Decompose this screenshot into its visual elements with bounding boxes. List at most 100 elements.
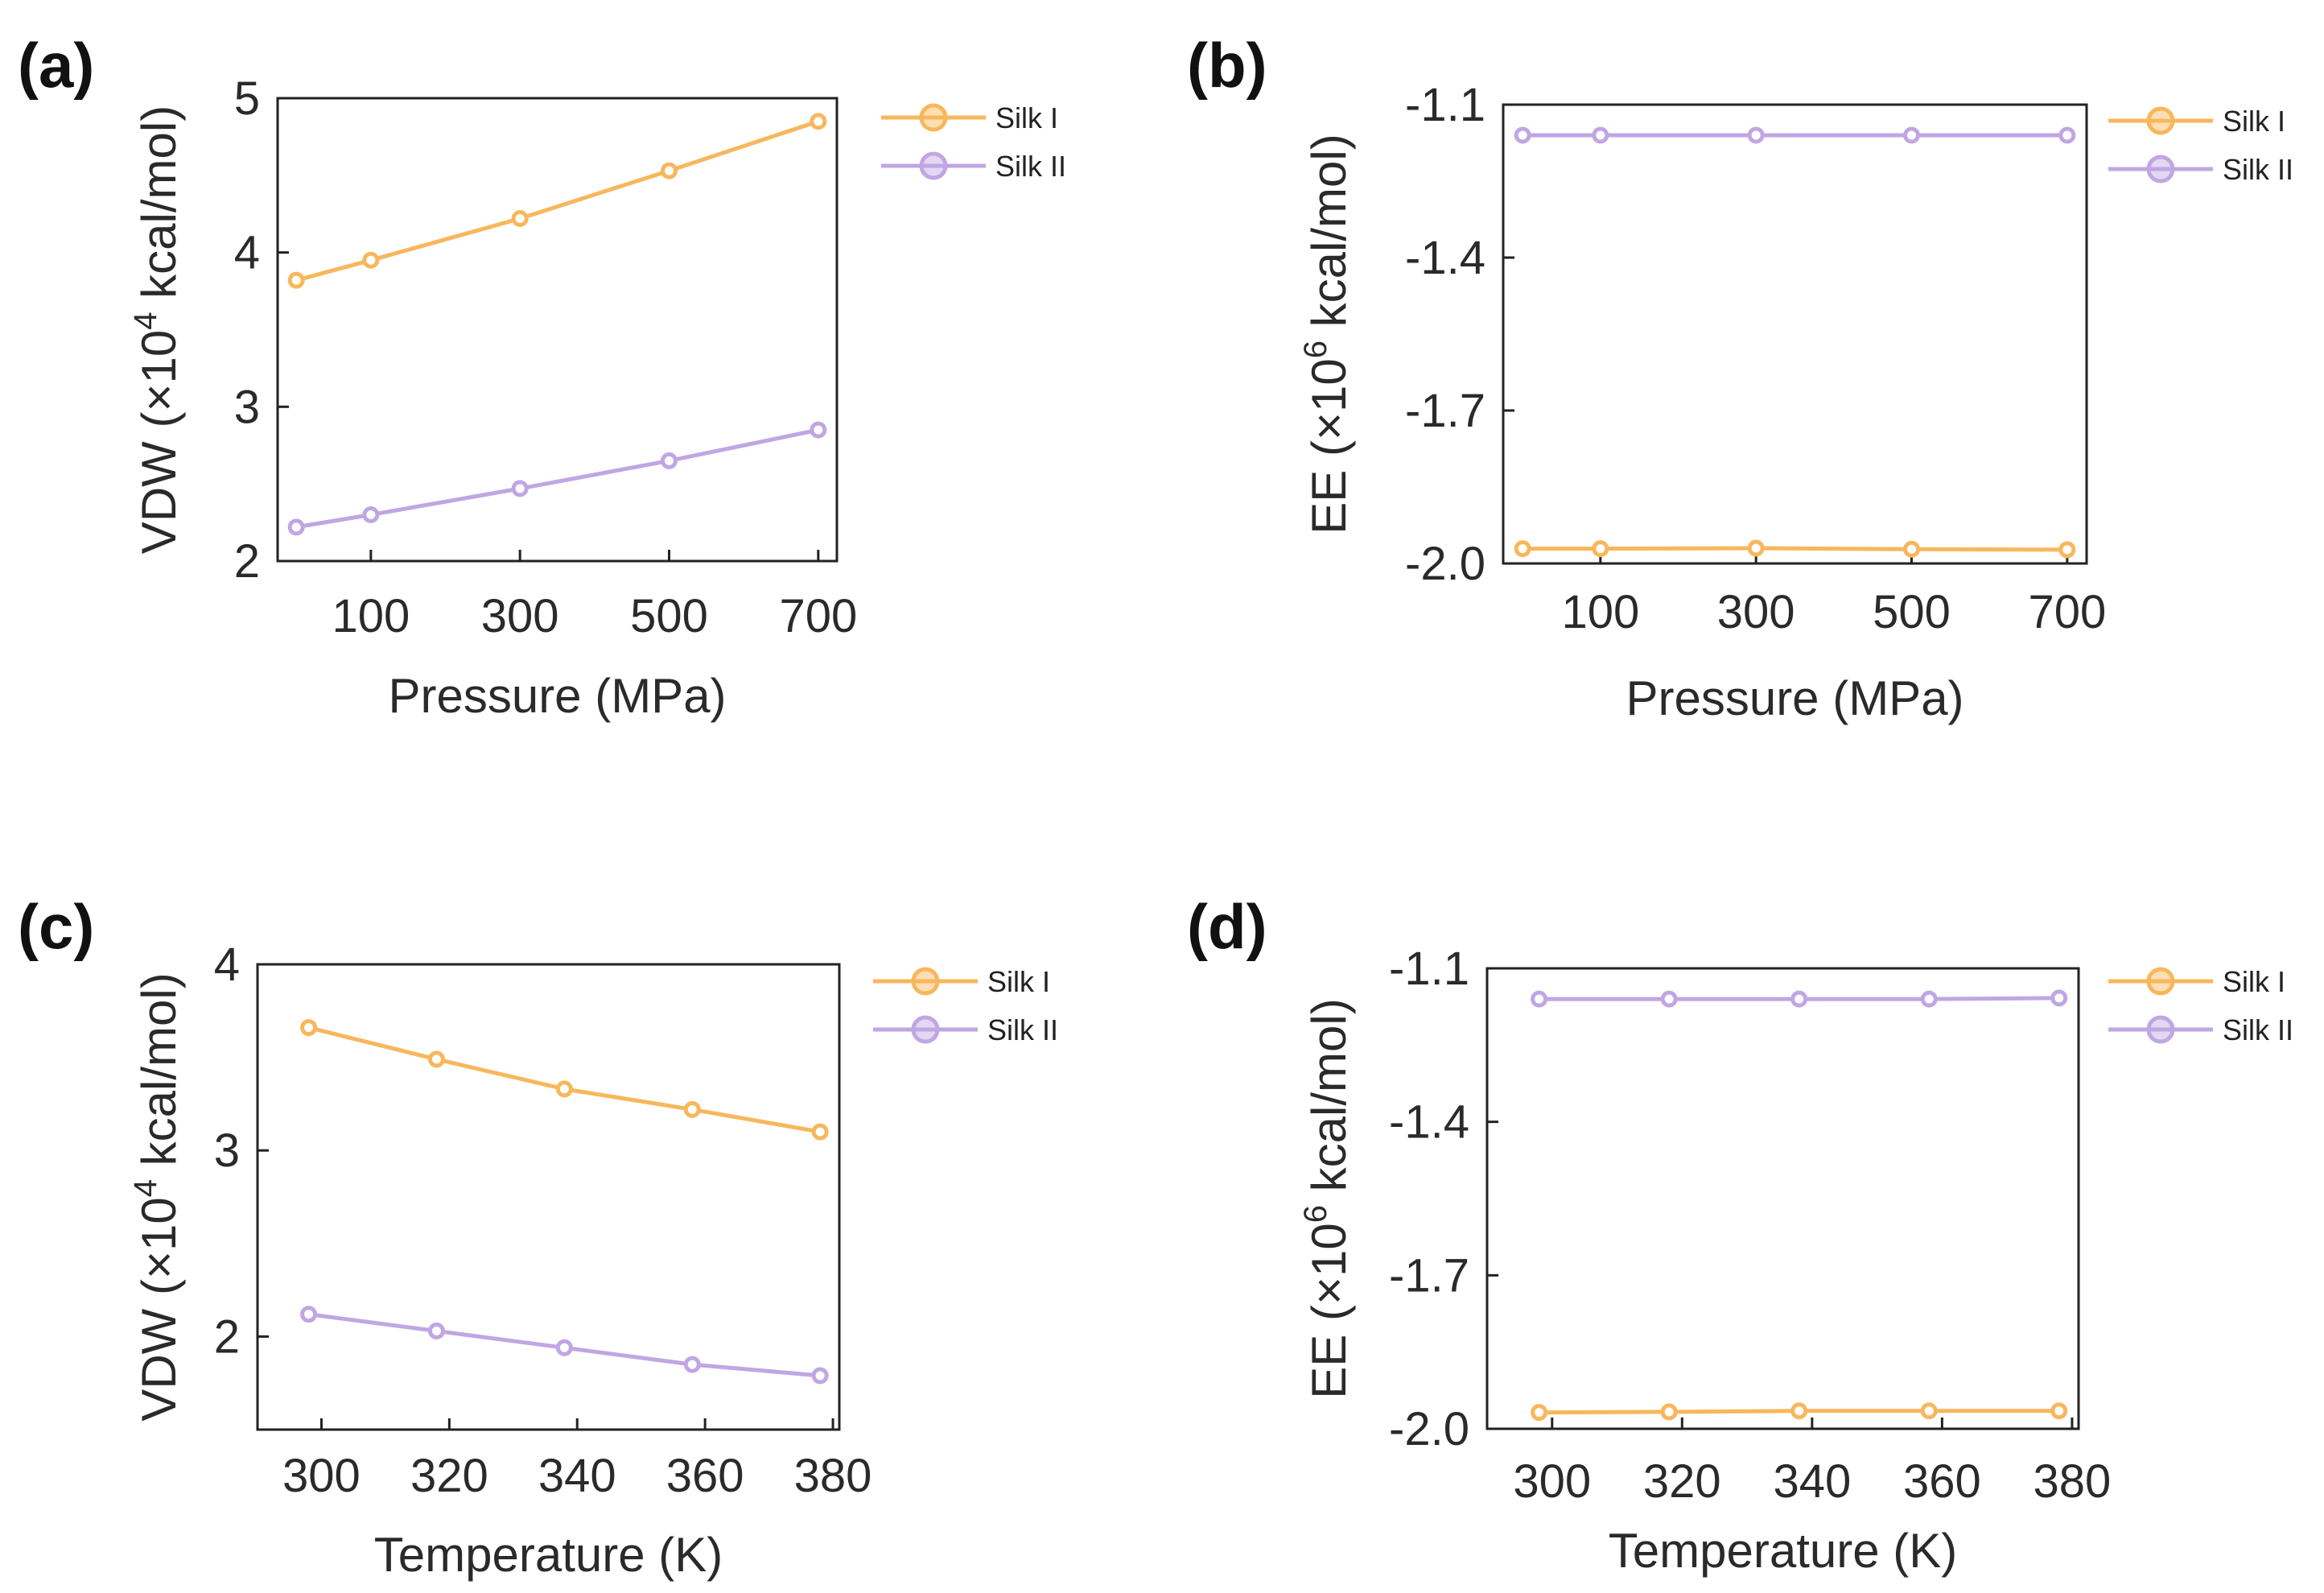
data-point: [287, 271, 305, 289]
data-point: [2050, 989, 2068, 1007]
x-tick-label: 300: [1513, 1455, 1591, 1508]
data-point: [1514, 540, 1531, 558]
y-tick-label: 4: [234, 227, 260, 279]
data-point: [1790, 990, 1808, 1008]
x-tick-label: 100: [1561, 586, 1639, 638]
data-point: [300, 1019, 318, 1037]
data-point: [362, 251, 380, 269]
chart-panel-c: (c) 300 320 340 360 380 2 3 4 Temperature (K) VDW …: [18, 891, 1058, 1582]
x-tick-label: 360: [666, 1450, 744, 1502]
legend-marker: [919, 103, 948, 132]
x-tick-label: 320: [1643, 1455, 1721, 1508]
legend-label: Silk I: [995, 101, 1058, 134]
legend-marker: [911, 1015, 940, 1044]
x-tick-label: 700: [2028, 586, 2106, 638]
x-tick-label: 320: [410, 1450, 488, 1502]
data-point: [362, 506, 380, 523]
panel-label: (a): [18, 30, 94, 101]
y-tick-label: -1.4: [1405, 232, 1485, 284]
legend-marker: [911, 967, 940, 996]
data-point: [1592, 540, 1609, 558]
data-point: [287, 518, 305, 536]
chart-panel-a: (a) 100 300 500 700 2 3 4 5 Pressure (MPa) VDW (×1…: [18, 30, 1066, 723]
data-point: [1660, 1403, 1678, 1421]
data-point: [427, 1322, 445, 1339]
plot-frame: [1485, 967, 2080, 1430]
legend-label: Silk I: [987, 965, 1050, 998]
x-tick-label: 300: [1717, 586, 1795, 638]
x-tick-label: 100: [332, 590, 410, 642]
y-axis-title: EE (×106 kcal/mol): [1298, 998, 1356, 1398]
data-point: [555, 1339, 573, 1356]
data-point: [811, 1367, 829, 1385]
x-tick-label: 380: [2034, 1455, 2112, 1508]
y-tick-label: -1.7: [1389, 1249, 1469, 1302]
y-tick-label: -1.7: [1405, 385, 1485, 437]
data-point: [511, 480, 529, 497]
y-tick-label: 2: [214, 1310, 240, 1363]
y-tick-label: 2: [234, 535, 260, 588]
plot-frame: [256, 963, 841, 1431]
x-tick-label: 340: [1773, 1455, 1851, 1508]
y-tick-label: 4: [214, 939, 240, 991]
x-axis-title: Pressure (MPa): [388, 669, 726, 723]
data-point: [1531, 990, 1548, 1008]
data-point: [811, 1123, 829, 1141]
data-point: [1790, 1402, 1808, 1420]
data-point: [1920, 1402, 1938, 1420]
legend-marker: [2146, 1015, 2175, 1044]
legend-label: Silk II: [2223, 1013, 2293, 1046]
data-point: [1747, 126, 1765, 144]
y-axis-title: VDW (×104 kcal/mol): [128, 105, 186, 554]
data-point: [1903, 540, 1920, 558]
legend-label: Silk II: [987, 1013, 1058, 1046]
y-tick-label: -2.0: [1405, 538, 1485, 590]
y-tick-label: 3: [234, 381, 260, 433]
legend-label: Silk I: [2223, 965, 2285, 998]
x-tick-label: 300: [282, 1450, 361, 1502]
data-point: [1920, 990, 1938, 1008]
y-tick-label: 3: [214, 1125, 240, 1177]
data-point: [1592, 126, 1609, 144]
y-tick-label: 5: [234, 72, 260, 125]
data-point: [1531, 1404, 1548, 1422]
x-axis-title: Temperature (K): [1609, 1524, 1957, 1578]
data-point: [427, 1050, 445, 1068]
data-point: [661, 162, 678, 180]
data-point: [810, 421, 827, 439]
chart-panel-b: (b) 100 300 500 700 -2.0 -1.7 -1.4 -1.1 Pressure …: [1187, 30, 2293, 725]
x-tick-label: 360: [1903, 1455, 1981, 1508]
chart-panel-d: (d) 300 320 340 360 380 -2.0 -1.7 -1.4 -1.1 Temper…: [1187, 891, 2293, 1578]
legend-marker: [2146, 967, 2175, 996]
legend-marker: [2146, 106, 2175, 135]
legend-label: Silk II: [995, 150, 1066, 183]
data-point: [683, 1100, 701, 1118]
series-line-1: [307, 1026, 821, 1134]
y-axis-title: VDW (×104 kcal/mol): [128, 972, 186, 1421]
y-axis-title: EE (×106 kcal/mol): [1298, 134, 1356, 534]
data-point: [661, 452, 678, 469]
data-point: [1660, 990, 1678, 1008]
x-axis-title: Pressure (MPa): [1626, 671, 1963, 725]
data-point: [555, 1080, 573, 1098]
data-point: [683, 1356, 701, 1373]
x-tick-label: 700: [779, 590, 857, 642]
data-point: [1514, 126, 1531, 144]
plot-frame: [276, 97, 839, 563]
data-point: [2050, 1402, 2068, 1420]
data-point: [2058, 126, 2076, 144]
y-tick-label: -1.4: [1389, 1096, 1469, 1149]
y-tick-label: -2.0: [1389, 1403, 1469, 1455]
data-point: [300, 1306, 318, 1323]
legend-label: Silk II: [2223, 153, 2293, 186]
plot-frame: [1502, 103, 2088, 565]
data-point: [1747, 539, 1765, 557]
y-tick-label: -1.1: [1405, 79, 1485, 131]
legend-label: Silk I: [2223, 105, 2285, 138]
panel-label: (d): [1187, 891, 1267, 962]
legend-marker: [2146, 155, 2175, 184]
data-point: [1903, 126, 1920, 144]
data-point: [511, 210, 529, 227]
x-tick-label: 500: [630, 590, 708, 642]
